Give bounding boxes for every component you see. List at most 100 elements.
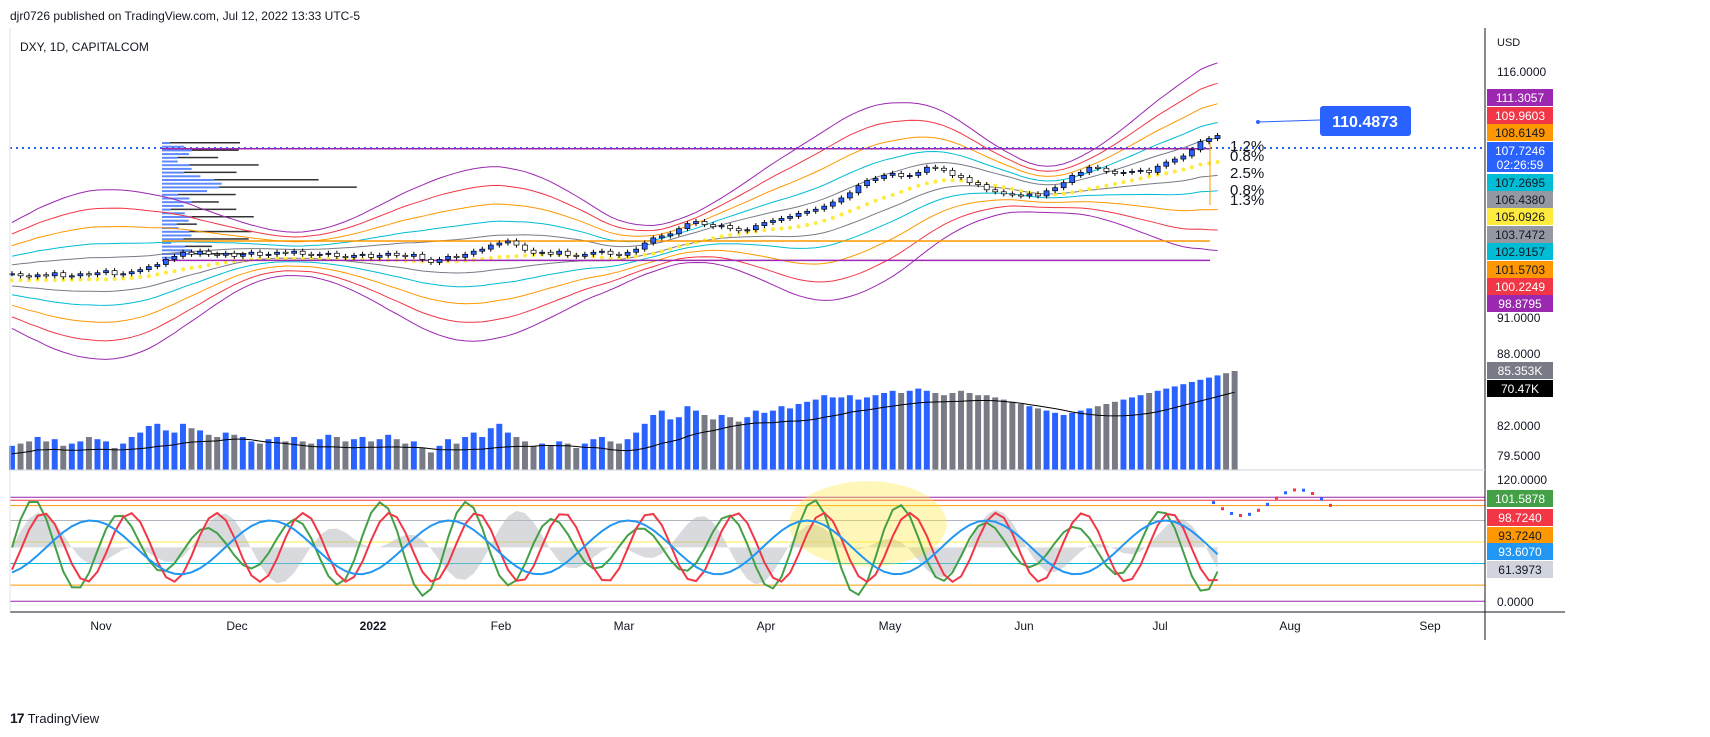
volume-profile-bar — [162, 156, 178, 159]
ma-dot — [121, 276, 126, 281]
volume-bar — [624, 439, 631, 470]
chart-canvas[interactable]: 1.2%0.8%2.5%0.8%1.3%110.4873 USD116.0000… — [0, 0, 1710, 700]
price-label-bg — [1487, 295, 1553, 312]
ma-dot — [35, 277, 40, 282]
envelope-bands — [10, 62, 1220, 360]
ma-dot — [676, 244, 681, 249]
candle-body — [128, 271, 135, 275]
volume-bar — [1180, 384, 1187, 470]
candle-body — [932, 166, 939, 169]
candle-body — [847, 192, 853, 199]
volume-bars — [9, 371, 1238, 470]
candle-body — [163, 259, 169, 265]
volume-tick-label: 88.0000 — [1497, 347, 1541, 361]
candle-body — [829, 201, 836, 207]
volume-bar — [752, 410, 759, 470]
candle-body — [787, 216, 793, 219]
ma-dot — [1164, 171, 1169, 176]
ma-dot — [266, 256, 271, 261]
candle-body — [855, 185, 862, 194]
volume-bar — [804, 401, 811, 470]
volume-bar — [333, 437, 340, 470]
candle-body — [60, 272, 67, 278]
candle-body — [624, 251, 631, 256]
candle-body — [68, 275, 75, 278]
candle-body — [641, 242, 648, 250]
candle-body — [923, 166, 930, 173]
ma-dot — [155, 272, 160, 277]
osc-slow-line — [11, 519, 1219, 576]
volume-label-bg — [1487, 380, 1553, 397]
ma-dot — [497, 255, 502, 260]
volume-profile-bar — [162, 182, 222, 185]
price-label-text: 108.6149 — [1495, 126, 1545, 140]
candle-body — [240, 253, 246, 257]
ma-dot — [959, 178, 964, 183]
volume-profile-bar — [162, 208, 171, 211]
volume-bar — [462, 437, 469, 470]
volume-bar — [829, 397, 836, 470]
projection-dot — [1275, 496, 1278, 500]
volume-bar — [222, 432, 229, 470]
volume-bar — [68, 443, 75, 470]
volume-bar — [1060, 415, 1067, 470]
price-label-text: 102.9157 — [1495, 245, 1545, 259]
callout-text: 110.4873 — [1332, 114, 1398, 131]
volume-bar — [291, 437, 298, 470]
candle-body — [1094, 166, 1101, 169]
osc-fast-line — [11, 499, 1219, 598]
candle-body — [411, 253, 417, 257]
ma-dot — [1147, 174, 1152, 179]
osc-tick-label: 120.0000 — [1497, 473, 1547, 487]
volume-bar — [402, 443, 409, 470]
ma-dot — [847, 209, 852, 214]
date-tick-label: 2022 — [360, 619, 387, 633]
candle-body — [1086, 166, 1093, 173]
volume-bar — [17, 443, 24, 470]
projection-dot — [1284, 491, 1287, 495]
symbol-label[interactable]: DXY, 1D, CAPITALCOM — [20, 40, 149, 54]
candle-body — [1137, 169, 1144, 172]
ma-dot — [206, 263, 211, 268]
ma-dot — [27, 278, 32, 283]
candle-body — [864, 180, 870, 187]
ma-dot — [950, 178, 955, 183]
volume-bar — [547, 445, 554, 470]
candle-body — [522, 244, 528, 251]
volume-bar — [889, 390, 896, 470]
ma-dot — [728, 233, 733, 238]
band-line-dn — [11, 205, 1218, 342]
countdown-text: 02:26:59 — [1497, 158, 1544, 172]
candle-body — [795, 212, 802, 217]
price-label-text: 100.2249 — [1495, 280, 1545, 294]
candle-body — [744, 229, 751, 232]
ma-dot — [711, 236, 716, 241]
volume-profile-bar — [162, 234, 192, 237]
ma-dot — [52, 278, 57, 283]
osc-label-bg — [1487, 543, 1553, 560]
volume-profile-bar — [162, 241, 172, 244]
candle-body — [154, 264, 161, 267]
volume-bar — [616, 443, 622, 470]
candle-body — [351, 254, 357, 258]
candle-body — [103, 270, 109, 274]
ma-dot — [1121, 180, 1126, 185]
volume-label-text: 85.353K — [1498, 364, 1543, 378]
volume-bar — [436, 445, 443, 470]
osc-label-bg — [1487, 527, 1553, 544]
volume-profile-bar-dark — [185, 245, 212, 248]
tradingview-logo-text: TradingView — [27, 710, 100, 726]
candle-body — [325, 252, 332, 255]
candle-body — [547, 251, 554, 255]
volume-bar — [855, 399, 862, 470]
tradingview-logo[interactable]: 17 TradingView — [10, 710, 99, 726]
volume-profile-bar — [162, 223, 177, 226]
candle-body — [188, 251, 195, 255]
volume-bar — [299, 441, 306, 470]
candle-body — [265, 253, 272, 256]
ma-dot — [514, 254, 519, 259]
candle-body — [359, 253, 366, 256]
price-label-bg — [1487, 142, 1553, 172]
volume-bar — [445, 439, 451, 470]
candle-body — [889, 173, 896, 176]
